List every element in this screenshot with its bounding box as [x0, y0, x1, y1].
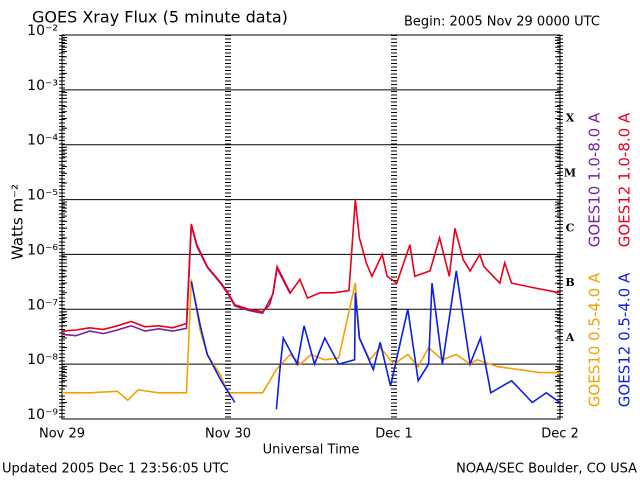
legend-label: GOES12 0.5-4.0 A: [616, 272, 634, 407]
x-tick-label: Dec 1: [375, 427, 413, 442]
legend-label: GOES10 0.5-4.0 A: [586, 272, 604, 407]
class-label: A: [565, 331, 575, 344]
class-label: M: [564, 166, 576, 179]
y-tick-label: 10⁻⁹: [27, 407, 58, 423]
y-tick-label: 10⁻⁶: [27, 242, 58, 258]
series-line: [62, 199, 560, 332]
footer-right: NOAA/SEC Boulder, CO USA: [456, 462, 637, 477]
series-line: [62, 225, 292, 337]
chart-subtitle: Begin: 2005 Nov 29 0000 UTC: [404, 15, 600, 30]
footer-left: Updated 2005 Dec 1 23:56:05 UTC: [2, 462, 229, 477]
chart-title: GOES Xray Flux (5 minute data): [32, 8, 288, 27]
series-line: [62, 279, 560, 402]
y-tick-label: 10⁻⁸: [27, 352, 58, 368]
y-tick-label: 10⁻⁴: [27, 133, 58, 149]
class-label: B: [565, 276, 574, 289]
legend-label: GOES12 1.0-8.0 A: [616, 112, 634, 247]
x-axis-label: Universal Time: [263, 443, 360, 458]
x-tick-label: Nov 29: [39, 427, 85, 442]
y-tick-label: 10⁻³: [27, 78, 58, 94]
plot-lines: [62, 199, 560, 410]
series-line: [190, 270, 560, 410]
x-tick-label: Nov 30: [205, 427, 251, 442]
x-tick-label: Dec 2: [541, 427, 579, 442]
legend-label: GOES10 1.0-8.0 A: [586, 112, 604, 247]
class-label: C: [566, 221, 575, 234]
y-tick-label: 10⁻⁷: [27, 297, 58, 313]
class-label: X: [566, 112, 575, 125]
y-tick-label: 10⁻²: [27, 23, 58, 39]
y-axis-label: Watts m⁻²: [9, 184, 27, 260]
y-tick-label: 10⁻⁵: [27, 188, 58, 204]
